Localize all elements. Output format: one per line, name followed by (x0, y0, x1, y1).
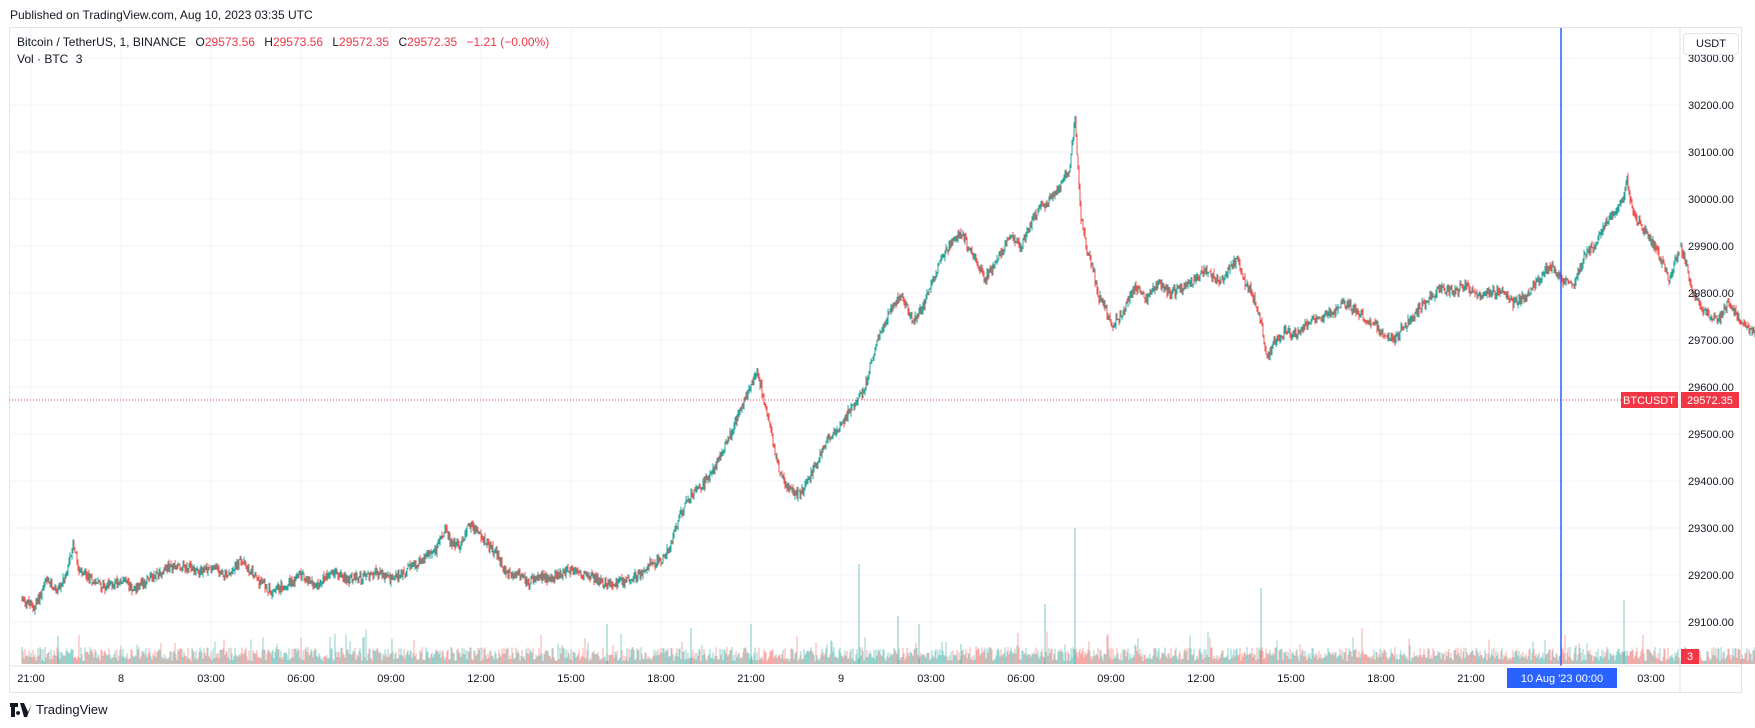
y-tick-label: 30300.00 (1688, 53, 1734, 65)
y-tick-label: 29100.00 (1688, 617, 1734, 629)
last-price-label: 29572.35 (1687, 395, 1733, 407)
x-tick-label: 03:00 (197, 673, 225, 685)
x-tick-label: 21:00 (1457, 673, 1485, 685)
x-tick-label: 8 (118, 673, 124, 685)
brand-label: TradingView (36, 702, 108, 717)
x-tick-label: 03:00 (917, 673, 945, 685)
crosshair-time-badge (1507, 668, 1617, 688)
published-caption: Published on TradingView.com, Aug 10, 20… (10, 8, 313, 22)
open-value: 29573.56 (204, 35, 255, 49)
close-value: 29572.35 (407, 35, 458, 49)
y-tick-label: 29400.00 (1688, 476, 1734, 488)
high-label: H (264, 35, 273, 49)
y-tick-label: 29500.00 (1688, 429, 1734, 441)
symbol-tag (1621, 391, 1678, 408)
x-tick-label: 09:00 (377, 673, 405, 685)
currency-button[interactable]: USDT (1683, 33, 1739, 55)
x-tick-label: 18:00 (647, 673, 675, 685)
x-tick-label: 9 (838, 673, 844, 685)
y-tick-label: 29600.00 (1688, 382, 1734, 394)
legend-ohlc: Bitcoin / TetherUS, 1, BINANCE O29573.56… (17, 34, 549, 51)
y-tick-label: 29300.00 (1688, 523, 1734, 535)
x-tick-label: 18:00 (1367, 673, 1395, 685)
high-value: 29573.56 (272, 35, 324, 49)
symbol-tag-label: BTCUSDT (1623, 395, 1675, 407)
tradingview-brand[interactable]: TradingView (10, 702, 108, 717)
x-tick-label: 21:00 (737, 673, 765, 685)
volume-value: 3 (75, 52, 83, 66)
x-tick-label: 12:00 (467, 673, 495, 685)
volume-tag-label: 3 (1687, 651, 1693, 663)
x-tick-label: 21:00 (17, 673, 45, 685)
y-tick-label: 29900.00 (1688, 241, 1734, 253)
y-tick-label: 30100.00 (1688, 147, 1734, 159)
crosshair-time-label: 10 Aug '23 00:00 (1521, 673, 1603, 685)
x-tick-label: 09:00 (1097, 673, 1125, 685)
low-label: L (332, 35, 340, 49)
x-tick-label: 15:00 (557, 673, 585, 685)
y-tick-label: 29200.00 (1688, 570, 1734, 582)
symbol-title: Bitcoin / TetherUS, 1, BINANCE (17, 35, 187, 49)
low-value: 29572.35 (339, 35, 390, 49)
volume-label: Vol · BTC (17, 52, 69, 66)
last-price-tag (1681, 391, 1739, 408)
y-tick-label: 30200.00 (1688, 100, 1734, 112)
y-tick-label: 29700.00 (1688, 335, 1734, 347)
volume-tag (1681, 649, 1699, 664)
tradingview-logo-icon (10, 702, 32, 717)
open-label: O (195, 35, 205, 49)
y-tick-label: 30000.00 (1688, 194, 1734, 206)
volume-legend: Vol · BTC 3 (17, 51, 82, 68)
x-tick-label: 03:00 (1637, 673, 1665, 685)
chart-frame (9, 27, 1742, 693)
x-tick-label: 12:00 (1187, 673, 1215, 685)
x-tick-label: 06:00 (287, 673, 315, 685)
x-tick-label: 15:00 (1277, 673, 1305, 685)
change-value: −1.21 (−0.00%) (466, 35, 550, 49)
x-tick-label: 06:00 (1007, 673, 1035, 685)
y-tick-label: 29800.00 (1688, 288, 1734, 300)
close-label: C (398, 35, 408, 49)
